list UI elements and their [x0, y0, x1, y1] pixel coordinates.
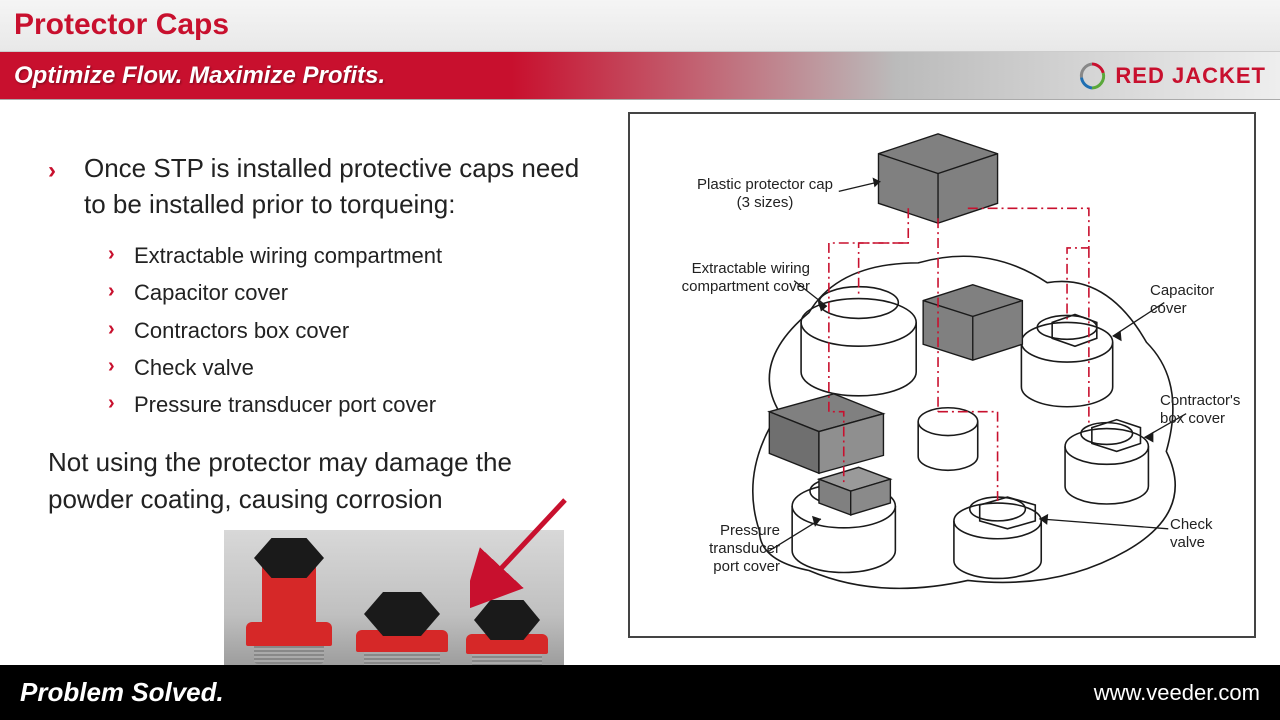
- list-item-label: Check valve: [134, 355, 254, 380]
- diagram-label-contractor: Contractor's box cover: [1160, 392, 1260, 428]
- label-text: (3 sizes): [737, 194, 794, 211]
- chevron-icon: ›: [108, 312, 115, 346]
- diagram-label-check-valve: Check valve: [1170, 516, 1250, 552]
- diagram-label-capacitor: Capacitor cover: [1150, 282, 1250, 318]
- footer-tagline: Problem Solved.: [20, 677, 224, 708]
- footer-bar: Problem Solved. www.veeder.com: [0, 665, 1280, 720]
- label-text: Contractor's: [1160, 392, 1240, 409]
- main-bullet: › Once STP is installed protective caps …: [48, 150, 588, 223]
- list-item-label: Extractable wiring compartment: [134, 243, 442, 268]
- chevron-icon: ›: [108, 349, 115, 383]
- tagline-bar: Optimize Flow. Maximize Profits. RED JAC…: [0, 52, 1280, 100]
- page-title: Protector Caps: [14, 8, 1266, 42]
- footer-url: www.veeder.com: [1094, 680, 1260, 706]
- label-text: port cover: [713, 558, 780, 575]
- chevron-icon: ›: [108, 274, 115, 308]
- chevron-icon: ›: [108, 386, 115, 420]
- warning-text: Not using the protector may damage the p…: [48, 444, 588, 519]
- brand-logo-icon: [1077, 61, 1107, 91]
- sub-bullet-list: › Extractable wiring compartment › Capacit…: [108, 237, 588, 424]
- list-item: › Extractable wiring compartment: [108, 237, 588, 274]
- label-text: transducer: [709, 540, 780, 557]
- caps-photo: [224, 530, 564, 670]
- chevron-icon: ›: [108, 237, 115, 271]
- chevron-icon: ›: [48, 154, 56, 188]
- label-text: cover: [1150, 300, 1187, 317]
- label-text: Extractable wiring: [692, 260, 810, 277]
- diagram-label-pressure: Pressure transducer port cover: [670, 522, 780, 576]
- label-text: compartment cover: [682, 278, 810, 295]
- label-text: Pressure: [720, 522, 780, 539]
- list-item-label: Pressure transducer port cover: [134, 392, 436, 417]
- brand-name: RED JACKET: [1115, 63, 1266, 89]
- label-text: Capacitor: [1150, 282, 1214, 299]
- list-item-label: Capacitor cover: [134, 280, 288, 305]
- label-text: Check: [1170, 516, 1213, 533]
- list-item: › Capacitor cover: [108, 274, 588, 311]
- tagline-text: Optimize Flow. Maximize Profits.: [14, 62, 385, 90]
- list-item-label: Contractors box cover: [134, 318, 349, 343]
- title-bar: Protector Caps: [0, 0, 1280, 52]
- brand-block: RED JACKET: [1077, 61, 1266, 91]
- label-text: valve: [1170, 534, 1205, 551]
- diagram-label-extractable: Extractable wiring compartment cover: [660, 260, 810, 296]
- list-item: › Contractors box cover: [108, 312, 588, 349]
- list-item: › Pressure transducer port cover: [108, 386, 588, 423]
- list-item: › Check valve: [108, 349, 588, 386]
- label-text: Plastic protector cap: [697, 176, 833, 193]
- label-text: box cover: [1160, 410, 1225, 427]
- diagram-label-plastic-cap: Plastic protector cap (3 sizes): [690, 176, 840, 212]
- left-column: › Once STP is installed protective caps …: [48, 150, 588, 519]
- content-area: › Once STP is installed protective caps …: [0, 100, 1280, 665]
- component-diagram: Plastic protector cap (3 sizes) Extracta…: [628, 112, 1256, 638]
- main-bullet-text: Once STP is installed protective caps ne…: [84, 153, 579, 219]
